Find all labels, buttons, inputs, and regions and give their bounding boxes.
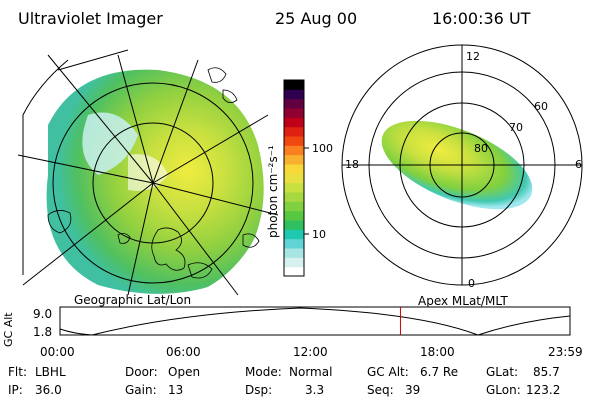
colorbar: 100 10 photon cm⁻²s⁻¹ <box>266 79 333 277</box>
gain-value: 13 <box>168 383 184 397</box>
glat-label: GLat: <box>486 365 519 379</box>
mlt-label-18: 18 <box>345 158 359 171</box>
seq-label: Seq: <box>367 383 394 397</box>
gain-label: Gain: <box>125 383 157 397</box>
ip-value: 36.0 <box>35 383 62 397</box>
mlat-label-60: 60 <box>534 100 548 113</box>
mlat-label-70: 70 <box>509 121 523 134</box>
colorbar-stripe <box>284 220 304 230</box>
mlt-label-0: 0 <box>468 277 475 290</box>
colorbar-stripe <box>284 192 304 202</box>
glon-label: GLon: <box>486 383 521 397</box>
altitude-axis-label: GC Alt <box>2 312 15 347</box>
dsp-value: 3.3 <box>305 383 325 397</box>
door-label: Door: <box>125 365 158 379</box>
colorbar-tick-100: 100 <box>312 142 333 155</box>
colorbar-gradient <box>284 80 304 277</box>
gc-alt-value: 6.7 Re <box>420 365 459 379</box>
colorbar-stripe <box>284 210 304 221</box>
colorbar-stripe <box>284 117 304 128</box>
mlt-label-6: 6 <box>575 158 582 171</box>
colorbar-stripe <box>284 126 304 137</box>
time-tick-0000: 00:00 <box>40 345 75 359</box>
colorbar-stripe <box>284 108 304 118</box>
altitude-tick-9: 9.0 <box>33 307 52 321</box>
altitude-curve <box>59 307 571 336</box>
colorbar-stripe <box>284 145 304 156</box>
filter-value: LBHL <box>35 365 66 379</box>
colorbar-stripe <box>284 201 304 212</box>
glon-value: 123.2 <box>526 383 561 397</box>
colorbar-stripe <box>284 266 304 277</box>
glat-value: 85.7 <box>533 365 560 379</box>
colorbar-stripe <box>284 98 304 109</box>
geographic-map-label: Geographic Lat/Lon <box>74 293 191 307</box>
colorbar-stripe <box>284 182 304 193</box>
colorbar-tick-10: 10 <box>312 228 326 241</box>
instrument-title: Ultraviolet Imager <box>18 9 163 28</box>
colorbar-stripe <box>284 229 304 240</box>
observation-time: 16:00:36 UT <box>432 9 531 28</box>
magnetic-polar-map: 12 0 18 6 80 70 60 <box>341 44 583 290</box>
colorbar-stripe <box>284 248 304 258</box>
colorbar-stripe <box>284 80 304 90</box>
mlt-label-12: 12 <box>466 50 480 63</box>
colorbar-unit-label: photon cm⁻²s⁻¹ <box>266 145 280 238</box>
gc-alt-label: GC Alt: <box>367 365 409 379</box>
ip-label: IP: <box>8 383 23 397</box>
altitude-plot: GC Alt 9.0 1.8 00:00 06:00 12:00 18:00 2… <box>2 306 583 359</box>
colorbar-stripe <box>284 154 304 165</box>
seq-value: 39 <box>405 383 421 397</box>
magnetic-map-label: Apex MLat/MLT <box>418 294 508 308</box>
observation-date: 25 Aug 00 <box>275 9 358 28</box>
geographic-map: Geographic Lat/Lon <box>17 49 279 307</box>
mode-value: Normal <box>289 365 333 379</box>
door-value: Open <box>168 365 201 379</box>
colorbar-stripe <box>284 164 304 174</box>
colorbar-stripe <box>284 136 304 146</box>
time-tick-1800: 18:00 <box>420 345 455 359</box>
altitude-tick-1-8: 1.8 <box>33 325 52 339</box>
mlat-label-80: 80 <box>474 142 488 155</box>
colorbar-stripe <box>284 89 304 100</box>
colorbar-stripe <box>284 238 304 249</box>
colorbar-stripe <box>284 173 304 184</box>
dsp-label: Dsp: <box>245 383 273 397</box>
colorbar-stripe <box>284 257 304 268</box>
time-tick-0600: 06:00 <box>166 345 201 359</box>
mode-label: Mode: <box>245 365 282 379</box>
time-tick-1200: 12:00 <box>293 345 328 359</box>
time-tick-2359: 23:59 <box>548 345 583 359</box>
filter-label: Flt: <box>8 365 27 379</box>
